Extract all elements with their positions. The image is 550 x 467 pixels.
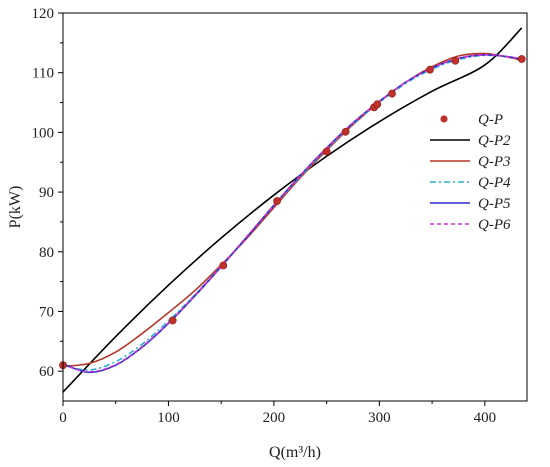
- x-tick-label: 400: [474, 410, 497, 426]
- y-tick-label: 120: [32, 6, 55, 22]
- y-tick-label: 60: [39, 364, 54, 380]
- axes: 0 100 200 300 400 60 70 80 90 100 110 120: [32, 6, 528, 426]
- data-point: [517, 55, 526, 63]
- y-tick-label: 80: [39, 245, 54, 261]
- data-point: [451, 56, 460, 65]
- x-tick-label: 100: [157, 410, 180, 426]
- data-points: [59, 55, 526, 370]
- x-tick-label: 0: [59, 410, 67, 426]
- data-point: [426, 65, 434, 74]
- legend-label-q-p4: Q-P4: [478, 175, 511, 191]
- y-tick-label: 110: [32, 66, 54, 82]
- legend-label-q-p3: Q-P3: [478, 154, 511, 170]
- x-axis-title: Q(m³/h): [269, 444, 321, 461]
- legend-marker-q-p: [440, 115, 448, 123]
- series-line-q-p3: [62, 52, 522, 368]
- data-point: [219, 261, 228, 270]
- y-tick-label: 90: [39, 185, 54, 201]
- data-point: [388, 89, 396, 98]
- y-tick-label: 70: [39, 304, 54, 320]
- series-line-q-p2: [62, 27, 523, 393]
- legend-label-q-p6: Q-P6: [478, 217, 511, 233]
- series-line-q-p6: [62, 53, 522, 373]
- data-point: [273, 197, 281, 205]
- x-tick-label: 300: [368, 410, 391, 426]
- data-point: [341, 127, 350, 136]
- data-point: [322, 147, 331, 156]
- data-point: [168, 316, 177, 325]
- series-line-q-p5: [62, 53, 522, 374]
- legend-label-q-p5: Q-P5: [478, 196, 511, 212]
- data-point: [373, 100, 382, 109]
- legend-label-q-p: Q-P: [478, 112, 503, 128]
- legend-label-q-p2: Q-P2: [478, 133, 511, 149]
- y-axis-title: P(kW): [7, 186, 24, 229]
- series-layer: [62, 27, 523, 393]
- series-line-q-p4: [62, 54, 522, 371]
- x-tick-label: 200: [263, 410, 286, 426]
- legend: Q-P Q-P2 Q-P3 Q-P4 Q-P5 Q-P6: [430, 112, 511, 233]
- plot-frame: [62, 12, 528, 402]
- y-tick-label: 100: [32, 125, 55, 141]
